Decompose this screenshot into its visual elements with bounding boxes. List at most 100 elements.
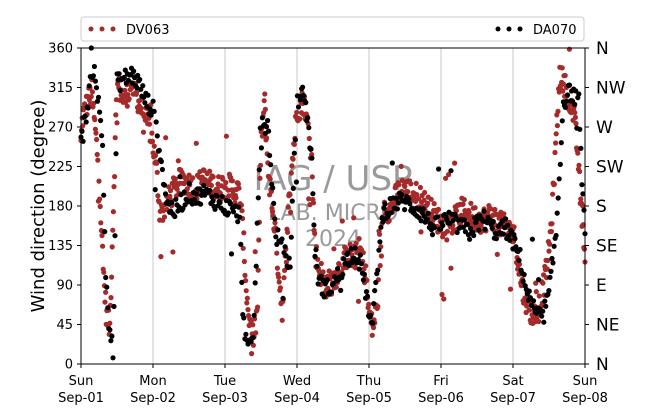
dv063-point (353, 240, 359, 246)
da070-point (377, 239, 383, 245)
dv063-point (448, 265, 454, 271)
legend-marker-dv063 (88, 26, 116, 32)
da070-point (328, 289, 335, 295)
dv063-point (154, 169, 160, 175)
dv063-point (270, 209, 276, 215)
da070-point (536, 277, 542, 283)
dv063-point (536, 293, 542, 299)
da070-point (462, 229, 468, 235)
dv063-point (255, 267, 261, 273)
da070-point (440, 222, 446, 229)
dv063-point (95, 157, 101, 163)
dv063-point (288, 170, 294, 176)
x-tick-label-date: Sep-04 (274, 391, 320, 406)
da070-point (368, 312, 374, 319)
da070-point (424, 216, 430, 222)
da070-point (356, 266, 362, 272)
da070-point (503, 216, 509, 222)
dv063-point (356, 236, 362, 242)
da070-point (581, 207, 587, 213)
da070-point (546, 288, 552, 294)
dv063-point (494, 251, 500, 257)
dv063-point (466, 209, 472, 215)
dv063-point (252, 249, 258, 255)
dv063-point (113, 112, 119, 118)
dv063-point (242, 272, 248, 278)
dv063-point (446, 172, 452, 178)
dv063-point (241, 258, 247, 265)
dv063-point (306, 196, 312, 202)
da070-point (127, 72, 134, 78)
da070-point (467, 236, 473, 242)
da070-point (217, 199, 223, 206)
dv063-point (297, 116, 303, 122)
dv063-point (257, 175, 263, 181)
dv063-point (175, 158, 181, 164)
da070-point (152, 187, 158, 193)
dv063-point (575, 150, 581, 156)
da070-point (207, 187, 213, 194)
y-tick-label: 135 (48, 239, 73, 254)
dv063-point (312, 230, 318, 236)
dv063-point (287, 192, 293, 198)
dv063-point (267, 176, 273, 182)
dv063-point (184, 186, 190, 192)
da070-point (219, 193, 225, 200)
da070-point (335, 266, 341, 272)
dv063-point (155, 193, 161, 199)
da070-point (186, 180, 192, 187)
da070-point (250, 335, 256, 341)
dv063-point (99, 232, 105, 239)
dv063-point (547, 241, 553, 247)
da070-point (137, 76, 143, 83)
da070-point (482, 226, 488, 232)
da070-point (315, 281, 321, 287)
dv063-point (566, 46, 573, 52)
dv063-point (128, 85, 135, 91)
dv063-point (92, 117, 98, 123)
dv063-point (97, 203, 103, 210)
da070-point (572, 101, 578, 107)
dv063-point (279, 317, 285, 323)
dv063-point (89, 89, 95, 95)
dv063-point (101, 269, 107, 275)
da070-point (579, 182, 585, 188)
dv063-point (158, 254, 164, 260)
da070-point (577, 126, 583, 132)
dv063-point (125, 92, 131, 98)
da070-point (511, 232, 517, 238)
da070-point (429, 232, 436, 238)
dv063-point (288, 209, 294, 215)
da070-point (282, 244, 288, 250)
compass-tick-label: W (596, 118, 613, 138)
dv063-point (550, 191, 556, 197)
compass-tick-label: NW (596, 79, 626, 99)
dv063-point (88, 94, 94, 100)
da070-point (305, 115, 311, 121)
da070-point (379, 215, 385, 221)
da070-point (266, 128, 272, 134)
compass-tick-label: SW (596, 158, 624, 178)
da070-point (562, 104, 569, 110)
da070-point (303, 100, 309, 106)
da070-point (263, 124, 270, 130)
da070-point (270, 185, 276, 191)
y-tick-label: 45 (56, 318, 73, 333)
dv063-point (416, 196, 422, 202)
da070-point (555, 195, 561, 201)
da070-point (162, 191, 169, 197)
da070-point (314, 263, 320, 269)
dv063-point (414, 192, 420, 198)
dv063-point (167, 188, 174, 194)
da070-point (117, 87, 123, 94)
dv063-point (552, 149, 558, 156)
da070-point (557, 161, 563, 167)
da070-point (212, 206, 218, 212)
da070-point (268, 162, 274, 168)
da070-point (364, 293, 371, 299)
da070-point (251, 312, 257, 318)
da070-point (547, 274, 553, 280)
da070-point (578, 145, 584, 151)
da070-point (116, 71, 122, 77)
dv063-point (98, 220, 104, 226)
